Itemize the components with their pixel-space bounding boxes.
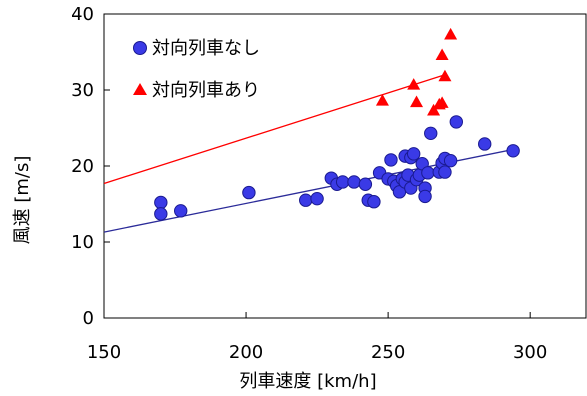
legend-marker-circle	[133, 41, 147, 55]
x-axis-label: 列車速度 [km/h]	[239, 371, 376, 392]
data-point-oncoming	[435, 96, 449, 108]
data-point-no-oncoming	[154, 195, 168, 210]
data-point-no-oncoming	[347, 175, 361, 189]
data-point-no-oncoming	[299, 193, 313, 207]
data-point-no-oncoming	[358, 177, 373, 191]
x-tick-label: 150	[87, 342, 121, 363]
data-point-oncoming	[410, 95, 424, 108]
data-point-no-oncoming	[478, 137, 492, 151]
data-point-no-oncoming	[384, 153, 398, 167]
data-point-oncoming	[375, 94, 389, 106]
data-point-no-oncoming	[174, 204, 188, 218]
ticks-layer: 150 200 250 300 0 10 20 30 40	[71, 4, 547, 363]
data-point-no-oncoming	[443, 153, 458, 168]
data-point-no-oncoming	[506, 144, 520, 158]
data-point-no-oncoming	[242, 185, 256, 200]
x-tick-label: 200	[229, 342, 263, 363]
legend-marker-triangle	[133, 83, 147, 95]
y-tick-label: 0	[83, 308, 94, 329]
y-tick-label: 20	[71, 156, 94, 177]
data-point-oncoming	[427, 103, 441, 116]
legend-box	[117, 26, 303, 112]
data-point-no-oncoming	[438, 165, 452, 179]
data-point-no-oncoming	[406, 147, 421, 161]
y-tick-label: 40	[71, 4, 94, 25]
legend-label-no-oncoming: 対向列車なし	[152, 38, 260, 59]
data-point-no-oncoming	[421, 166, 435, 180]
data-point-no-oncoming	[335, 175, 350, 189]
data-point-oncoming	[444, 27, 458, 40]
data-point-no-oncoming	[424, 126, 438, 141]
data-point-no-oncoming	[310, 191, 324, 206]
marks-layer	[154, 27, 520, 221]
data-point-oncoming	[438, 69, 452, 82]
legend-label-oncoming: 対向列車あり	[152, 80, 260, 101]
data-point-no-oncoming	[154, 207, 168, 221]
x-tick-label: 250	[371, 342, 405, 363]
legend: 対向列車なし 対向列車あり	[117, 26, 303, 112]
y-tick-label: 10	[71, 232, 94, 253]
y-tick-label: 30	[71, 80, 94, 101]
data-point-no-oncoming	[418, 189, 432, 204]
data-point-oncoming	[407, 78, 421, 90]
trendline-oncoming	[103, 74, 446, 185]
data-point-oncoming	[435, 48, 449, 60]
data-point-no-oncoming	[367, 195, 381, 209]
x-tick-label: 300	[513, 342, 547, 363]
data-point-no-oncoming	[449, 115, 464, 129]
y-axis-label: 風速 [m/s]	[12, 156, 33, 245]
